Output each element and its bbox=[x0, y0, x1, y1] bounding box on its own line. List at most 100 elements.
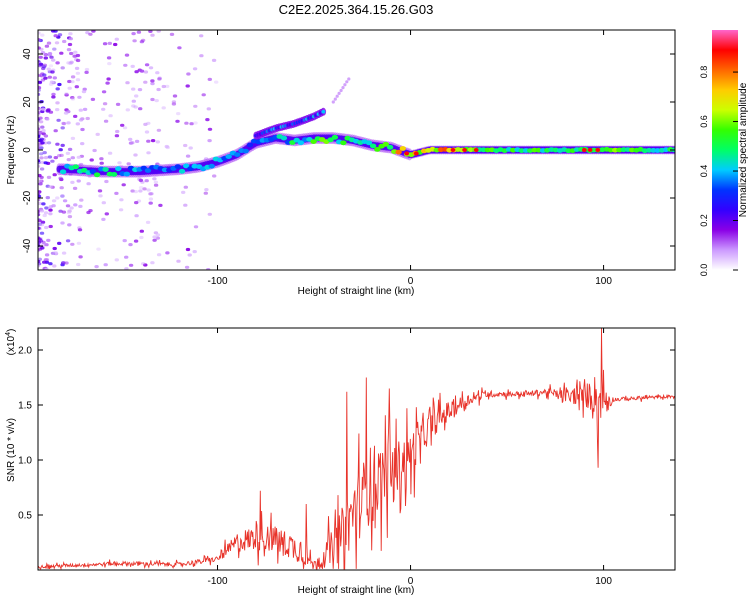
noise-speck bbox=[51, 92, 56, 96]
noise-speck bbox=[189, 122, 194, 126]
x-tick-label: 0 bbox=[408, 576, 414, 587]
ridge-peak bbox=[404, 151, 410, 156]
noise-speck bbox=[99, 157, 104, 161]
noise-speck bbox=[42, 73, 47, 77]
spectrogram-panel: -100 0 100 -40 -20 0 20 40 Height of straight l… bbox=[6, 29, 676, 297]
noise-speck bbox=[78, 118, 84, 122]
noise-speck bbox=[114, 258, 120, 262]
noise-speck bbox=[39, 175, 44, 179]
noise-speck bbox=[57, 241, 62, 245]
noise-speck bbox=[131, 99, 136, 103]
noise-speck bbox=[70, 97, 76, 101]
branch-tail bbox=[337, 91, 341, 95]
noise-speck bbox=[75, 53, 81, 58]
noise-speck bbox=[38, 62, 44, 66]
noise-speck bbox=[123, 63, 128, 67]
x-tick-label: 100 bbox=[595, 576, 612, 587]
noise-speck bbox=[44, 243, 49, 247]
noise-speck bbox=[44, 257, 50, 262]
noise-speck bbox=[38, 159, 41, 163]
ridge-peak bbox=[581, 148, 587, 152]
noise-speck bbox=[38, 127, 41, 131]
noise-speck bbox=[48, 224, 53, 229]
noise-speck bbox=[38, 179, 43, 183]
ridge-core bbox=[89, 169, 97, 174]
noise-speck bbox=[38, 161, 41, 165]
branch-tail bbox=[341, 86, 345, 90]
x-tick-label: -100 bbox=[208, 276, 228, 287]
noise-speck bbox=[76, 155, 82, 159]
noise-speck bbox=[156, 87, 161, 92]
noise-speck bbox=[41, 202, 46, 206]
noise-speck bbox=[161, 106, 166, 110]
noise-speck bbox=[193, 104, 198, 108]
noise-speck bbox=[175, 119, 180, 123]
noise-speck bbox=[48, 208, 53, 212]
noise-speck bbox=[38, 124, 41, 128]
y-tick-label: -20 bbox=[22, 190, 33, 205]
ridge-peak bbox=[450, 148, 456, 152]
noise-speck bbox=[78, 255, 83, 259]
spectrogram-axes: -100 0 100 -40 -20 0 20 40 bbox=[22, 30, 675, 287]
noise-speck bbox=[38, 107, 42, 111]
noise-speck bbox=[101, 217, 106, 221]
noise-speck bbox=[138, 107, 143, 111]
noise-speck bbox=[58, 209, 63, 213]
noise-speck bbox=[43, 161, 48, 165]
noise-speck bbox=[199, 54, 204, 58]
noise-speck bbox=[183, 143, 188, 148]
noise-speck bbox=[139, 40, 145, 44]
noise-speck bbox=[49, 80, 55, 84]
noise-speck bbox=[126, 162, 131, 166]
noise-speck bbox=[43, 134, 49, 138]
noise-speck bbox=[38, 191, 41, 195]
noise-speck bbox=[70, 242, 75, 246]
noise-speck bbox=[80, 142, 85, 146]
noise-speck bbox=[138, 186, 144, 190]
noise-speck bbox=[117, 161, 122, 165]
noise-speck bbox=[38, 112, 41, 116]
noise-speck bbox=[133, 190, 138, 194]
noise-speck bbox=[152, 177, 157, 181]
noise-speck bbox=[67, 42, 73, 47]
noise-speck bbox=[156, 253, 162, 257]
noise-speck bbox=[43, 156, 49, 160]
noise-speck bbox=[137, 88, 143, 92]
noise-speck bbox=[201, 93, 206, 97]
noise-speck bbox=[85, 30, 90, 35]
noise-speck bbox=[38, 120, 44, 124]
noise-speck bbox=[75, 71, 81, 75]
noise-speck bbox=[149, 192, 154, 196]
noise-speck bbox=[38, 182, 43, 186]
noise-speck bbox=[53, 34, 58, 38]
spectrogram-ylabel: Frequency (Hz) bbox=[6, 116, 17, 185]
noise-speck bbox=[140, 38, 146, 42]
noise-speck bbox=[104, 179, 109, 184]
noise-speck bbox=[55, 142, 60, 146]
noise-speck bbox=[155, 71, 160, 75]
noise-speck bbox=[124, 255, 129, 259]
ridge-peak bbox=[595, 148, 601, 152]
noise-speck bbox=[143, 263, 148, 267]
noise-speck bbox=[161, 84, 166, 89]
noise-speck bbox=[88, 32, 93, 36]
noise-speck bbox=[139, 69, 145, 73]
noise-speck bbox=[185, 247, 191, 252]
snr-frame bbox=[37, 327, 676, 571]
noise-speck bbox=[38, 139, 42, 143]
noise-speck bbox=[59, 51, 64, 55]
noise-speck bbox=[148, 30, 153, 33]
chart-title: C2E2.2025.364.15.26.G03 bbox=[279, 2, 434, 17]
noise-speck bbox=[59, 186, 64, 190]
noise-speck bbox=[38, 118, 41, 122]
noise-speck bbox=[38, 264, 41, 268]
noise-speck bbox=[38, 198, 41, 202]
ridge-core bbox=[144, 168, 152, 173]
ridge-core bbox=[178, 168, 186, 174]
noise-speck bbox=[102, 102, 108, 106]
noise-speck bbox=[48, 64, 54, 68]
noise-speck bbox=[64, 93, 69, 97]
noise-speck bbox=[57, 154, 62, 158]
noise-speck bbox=[51, 204, 56, 208]
noise-speck bbox=[107, 62, 112, 66]
